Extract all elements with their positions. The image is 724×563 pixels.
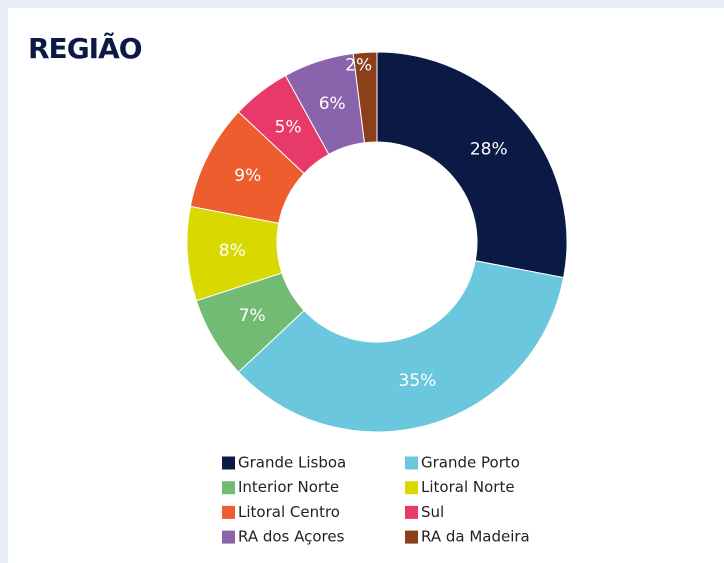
legend-swatch xyxy=(405,530,418,544)
legend-text: Litoral Centro xyxy=(238,503,340,521)
slice-label: 9% xyxy=(234,166,261,186)
legend-swatch xyxy=(222,456,235,470)
slice-label: 7% xyxy=(239,306,266,326)
slice-label: 5% xyxy=(275,117,302,137)
legend-swatch xyxy=(222,530,235,544)
legend-text: Grande Porto xyxy=(421,454,520,472)
slice xyxy=(376,51,568,279)
slice xyxy=(237,260,565,433)
legend-text: Grande Lisboa xyxy=(238,454,346,472)
legend-text: RA da Madeira xyxy=(421,528,530,546)
legend-text: Sul xyxy=(421,503,444,521)
legend-swatch xyxy=(222,505,235,519)
slice-label: 28% xyxy=(470,140,508,160)
slice-label: 6% xyxy=(319,94,346,114)
legend-text: RA dos Açores xyxy=(238,528,345,546)
slice xyxy=(352,51,378,144)
slice-label: 8% xyxy=(219,241,246,261)
legend-swatch xyxy=(222,481,235,495)
legend-text: Interior Norte xyxy=(238,478,339,496)
legend-text: Litoral Norte xyxy=(421,478,515,496)
chart-title: REGIÃO xyxy=(28,31,142,65)
legend-swatch xyxy=(405,481,418,495)
slice-label: 2% xyxy=(345,55,372,75)
slice-label: 35% xyxy=(399,371,437,391)
legend-swatch xyxy=(405,456,418,470)
legend-swatch xyxy=(405,505,418,519)
